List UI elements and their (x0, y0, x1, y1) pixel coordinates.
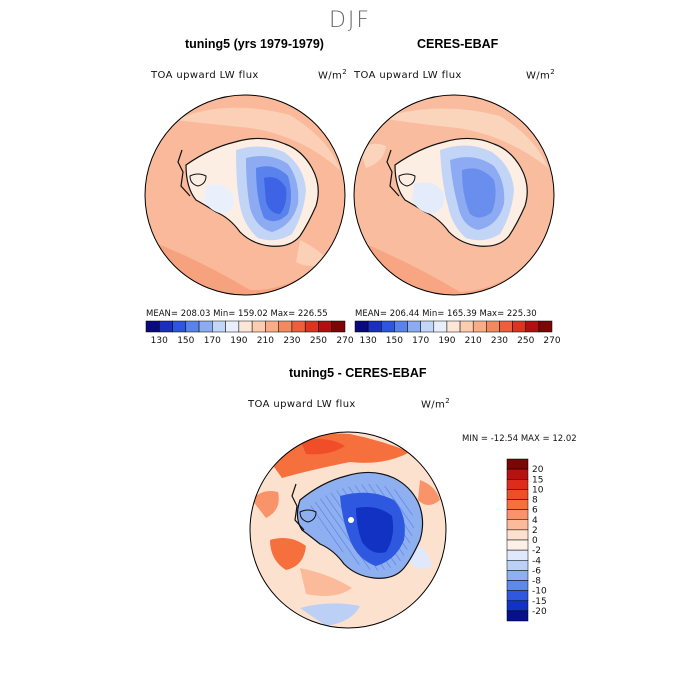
model-colorbar-swatch (291, 320, 306, 333)
obs-colorbar-swatch (407, 320, 421, 333)
obs-panel-title: CERES-EBAF (417, 37, 499, 51)
model-colorbar-tick-label: 190 (230, 336, 247, 346)
diff-colorbar-tick-label: 2 (532, 526, 538, 536)
obs-colorbar-swatch (420, 320, 435, 333)
model-colorbar-tick-label: 210 (257, 336, 274, 346)
obs-colorbar-swatch (433, 320, 448, 333)
model-colorbar-swatch (212, 320, 226, 333)
diff-colorbar-swatch (506, 570, 529, 581)
model-stats: MEAN= 208.03 Min= 159.02 Max= 226.55 (146, 309, 328, 319)
diff-stats: MIN = -12.54 MAX = 12.02 (462, 434, 577, 444)
obs-colorbar-swatch (446, 320, 461, 333)
model-colorbar: 130 150 170 190 210 230 250 270 (145, 320, 354, 346)
model-colorbar-tick-label: 170 (204, 336, 221, 346)
obs-colorbar-swatch (354, 320, 369, 333)
model-colorbar-swatch (145, 320, 160, 333)
diff-colorbar-swatch (506, 468, 529, 480)
diff-colorbar-swatch (506, 458, 529, 470)
model-colorbar-swatch (278, 320, 293, 333)
model-colorbar-tick-label: 270 (336, 336, 353, 346)
diff-colorbar-swatch (506, 499, 529, 510)
diff-colorbar-swatch (506, 549, 529, 561)
obs-colorbar-swatch (525, 320, 540, 333)
obs-variable-label: TOA upward LW flux (354, 70, 462, 81)
obs-colorbar-tick-label: 190 (438, 336, 455, 346)
diff-colorbar-swatch (506, 580, 529, 591)
obs-colorbar-tick-label: 170 (412, 336, 429, 346)
obs-colorbar-swatch (486, 320, 500, 333)
diff-colorbar-tick-label: -2 (532, 546, 541, 556)
diff-map (249, 431, 447, 629)
model-colorbar-tick-label: 250 (310, 336, 327, 346)
obs-colorbar-swatch (367, 320, 382, 333)
diff-colorbar-tick-label: -4 (532, 556, 541, 566)
diff-colorbar-tick-label: 15 (532, 475, 543, 485)
diff-colorbar-tick-label: 4 (532, 516, 538, 526)
diff-colorbar-swatch (506, 610, 529, 622)
model-colorbar-swatch (159, 320, 173, 333)
obs-colorbar-swatch (499, 320, 513, 333)
model-colorbar-swatch (318, 320, 332, 333)
diff-colorbar-tick-label: -15 (532, 597, 547, 607)
obs-colorbar-tick-label: 250 (517, 336, 534, 346)
diff-colorbar-swatch (506, 489, 529, 500)
diff-panel-title: tuning5 - CERES-EBAF (289, 366, 427, 380)
model-variable-label: TOA upward LW flux (151, 70, 259, 81)
obs-colorbar-tick-label: 210 (465, 336, 482, 346)
model-colorbar-swatch (185, 320, 200, 333)
diff-colorbar-tick-label: 6 (532, 506, 538, 516)
model-colorbar-swatch (331, 320, 346, 333)
diff-colorbar-swatch (506, 600, 529, 612)
model-panel-title: tuning5 (yrs 1979-1979) (185, 37, 324, 51)
diff-colorbar-swatch (506, 519, 529, 531)
diff-colorbar-tick-label: 8 (532, 496, 538, 506)
diff-colorbar-tick-label: 20 (532, 465, 544, 475)
diff-colorbar-tick-label: -20 (532, 607, 547, 617)
obs-colorbar-swatch (538, 320, 553, 333)
model-colorbar-swatch (198, 320, 213, 333)
diff-colorbar-tick-label: 10 (532, 485, 544, 495)
model-colorbar-tick-label: 230 (283, 336, 300, 346)
model-colorbar-swatch (172, 320, 187, 333)
model-colorbar-tick-label: 150 (177, 336, 194, 346)
model-colorbar-swatch (238, 320, 253, 333)
diff-colorbar-swatch (506, 560, 529, 571)
diff-colorbar-swatch (506, 479, 529, 490)
diff-colorbar-swatch (506, 509, 529, 520)
obs-stats: MEAN= 206.44 Min= 165.39 Max= 225.30 (355, 309, 537, 319)
obs-colorbar-swatch (381, 320, 395, 333)
obs-colorbar-swatch (512, 320, 526, 333)
model-colorbar-tick-label: 130 (151, 336, 168, 346)
diff-colorbar-tick-label: -8 (532, 577, 541, 587)
diff-colorbar-tick-label: 0 (532, 536, 538, 546)
model-colorbar-swatch (225, 320, 240, 333)
model-colorbar-swatch (251, 320, 266, 333)
diff-units-label: W/m2 (421, 397, 451, 411)
diff-colorbar-tick-label: -6 (532, 566, 541, 576)
obs-colorbar-tick-label: 230 (491, 336, 508, 346)
diff-colorbar-swatch (506, 539, 529, 551)
obs-colorbar-swatch (459, 320, 474, 333)
diff-colorbar-swatch (506, 529, 529, 541)
obs-units-label: W/m2 (526, 68, 556, 82)
obs-colorbar-tick-label: 130 (360, 336, 377, 346)
model-colorbar-swatch (304, 320, 319, 333)
model-colorbar-swatch (265, 320, 279, 333)
model-units-label: W/m2 (318, 68, 348, 82)
obs-colorbar-tick-label: 150 (386, 336, 403, 346)
diff-colorbar-swatch (506, 590, 529, 601)
model-map (144, 94, 346, 296)
diff-colorbar-tick-label: -10 (532, 587, 547, 597)
obs-colorbar-tick-label: 270 (543, 336, 560, 346)
season-title: DJF (328, 8, 372, 33)
obs-colorbar-swatch (472, 320, 487, 333)
obs-colorbar: 130 150 170 190 210 230 250 270 (354, 320, 561, 346)
diff-variable-label: TOA upward LW flux (248, 399, 356, 410)
obs-colorbar-swatch (394, 320, 408, 333)
obs-map (353, 94, 555, 296)
